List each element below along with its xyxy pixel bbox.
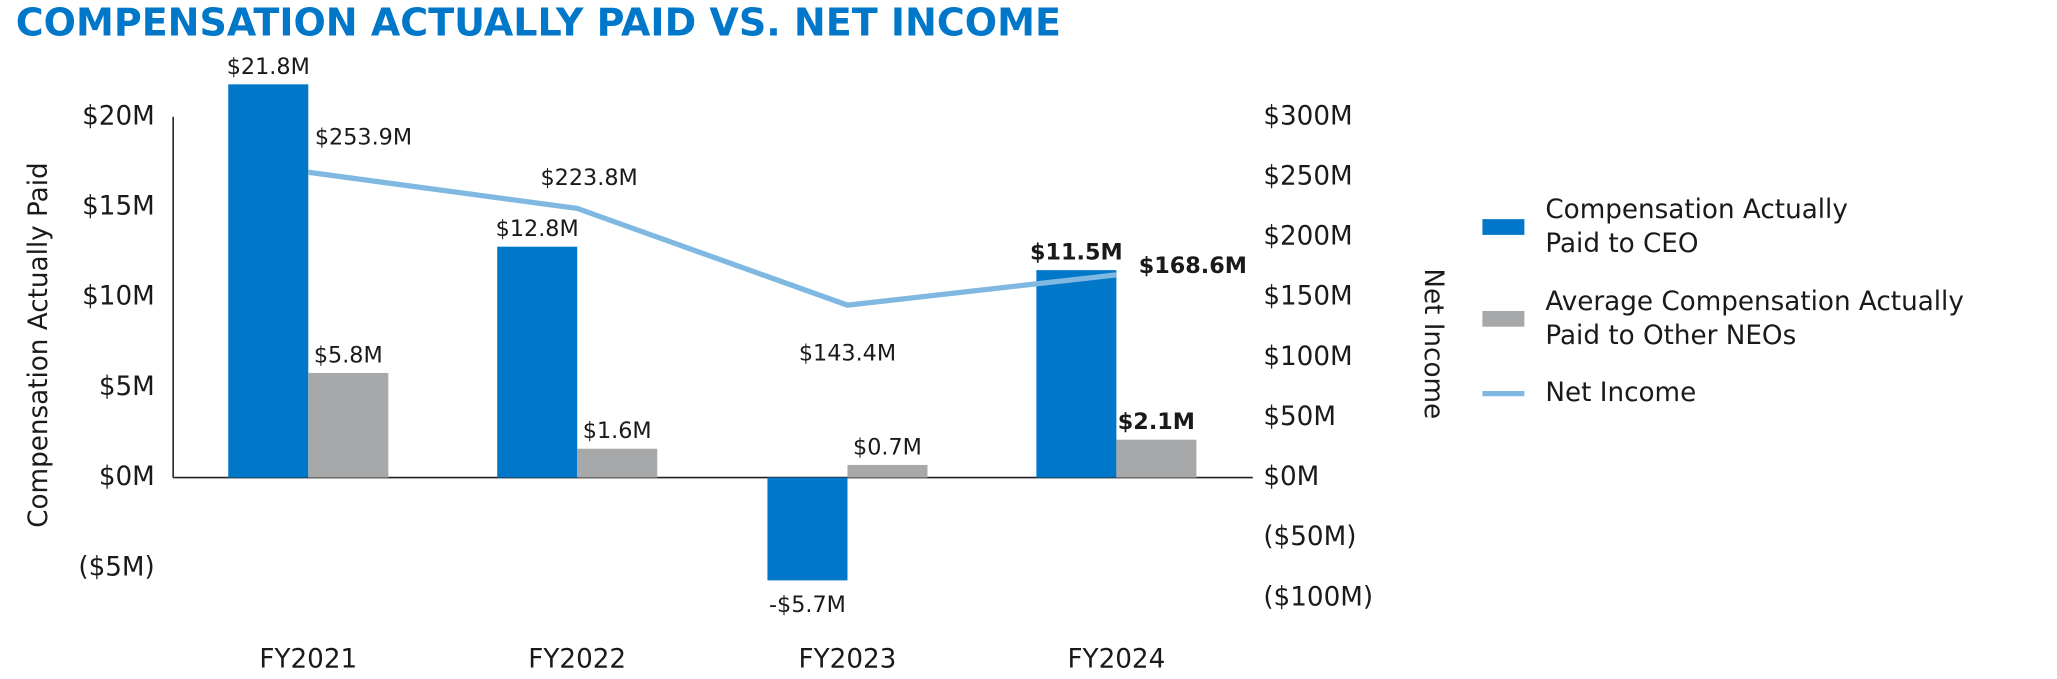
bar: [308, 372, 389, 478]
y-tick-label: $20M: [82, 101, 155, 131]
y-axis-title: Compensation Actually Paid: [24, 162, 54, 527]
data-label: $253.9M: [315, 124, 412, 150]
y-tick-label: $5M: [99, 372, 155, 402]
y2-tick-label: ($100M): [1263, 582, 1373, 612]
y2-axis-title: Net Income: [1418, 268, 1448, 419]
legend-label: Compensation Actually Paid to CEO: [1545, 194, 1848, 258]
y2-tick-label: $250M: [1263, 161, 1352, 191]
data-label: $2.1M: [1118, 409, 1195, 435]
x-tick-label: FY2024: [1067, 644, 1165, 674]
x-tick-label: FY2023: [799, 644, 897, 674]
x-tick-label: FY2021: [259, 644, 357, 674]
data-label: $143.4M: [799, 341, 896, 367]
bar: [847, 464, 928, 478]
bar: [228, 84, 309, 478]
y2-tick-label: $100M: [1263, 342, 1352, 372]
legend-label: Net Income: [1545, 378, 1696, 408]
data-label: $11.5M: [1030, 240, 1123, 266]
x-tick-label: FY2022: [528, 644, 626, 674]
data-label: $168.6M: [1139, 253, 1247, 279]
y-tick-label: ($5M): [78, 552, 154, 582]
data-label: $5.8M: [314, 342, 383, 368]
data-label: $12.8M: [496, 216, 579, 242]
bar: [1036, 270, 1117, 478]
y2-tick-label: $300M: [1263, 101, 1352, 131]
legend-label: Average Compensation Actually Paid to Oth…: [1545, 286, 1964, 350]
y-tick-label: $0M: [99, 462, 155, 492]
bar: [497, 246, 578, 478]
y-tick-label: $15M: [82, 192, 155, 222]
bar: [577, 448, 658, 478]
data-label: $223.8M: [540, 165, 637, 191]
legend-swatch: [1482, 219, 1525, 235]
y2-tick-label: $0M: [1263, 462, 1319, 492]
y-tick-label: $10M: [82, 282, 155, 312]
data-label: $0.7M: [853, 434, 922, 460]
data-label: $1.6M: [583, 418, 652, 444]
y2-tick-label: $150M: [1263, 282, 1352, 312]
y2-tick-label: $50M: [1263, 402, 1336, 432]
data-label: $21.8M: [227, 54, 310, 80]
chart-title: COMPENSATION ACTUALLY PAID VS. NET INCOM…: [16, 0, 1061, 44]
net-income-line: [307, 169, 1117, 308]
data-label: -$5.7M: [769, 592, 846, 618]
bar: [1116, 439, 1197, 478]
y2-tick-label: $200M: [1263, 222, 1352, 252]
legend-swatch: [1482, 310, 1525, 327]
y2-tick-label: ($50M): [1263, 522, 1356, 552]
bar: [767, 477, 848, 581]
